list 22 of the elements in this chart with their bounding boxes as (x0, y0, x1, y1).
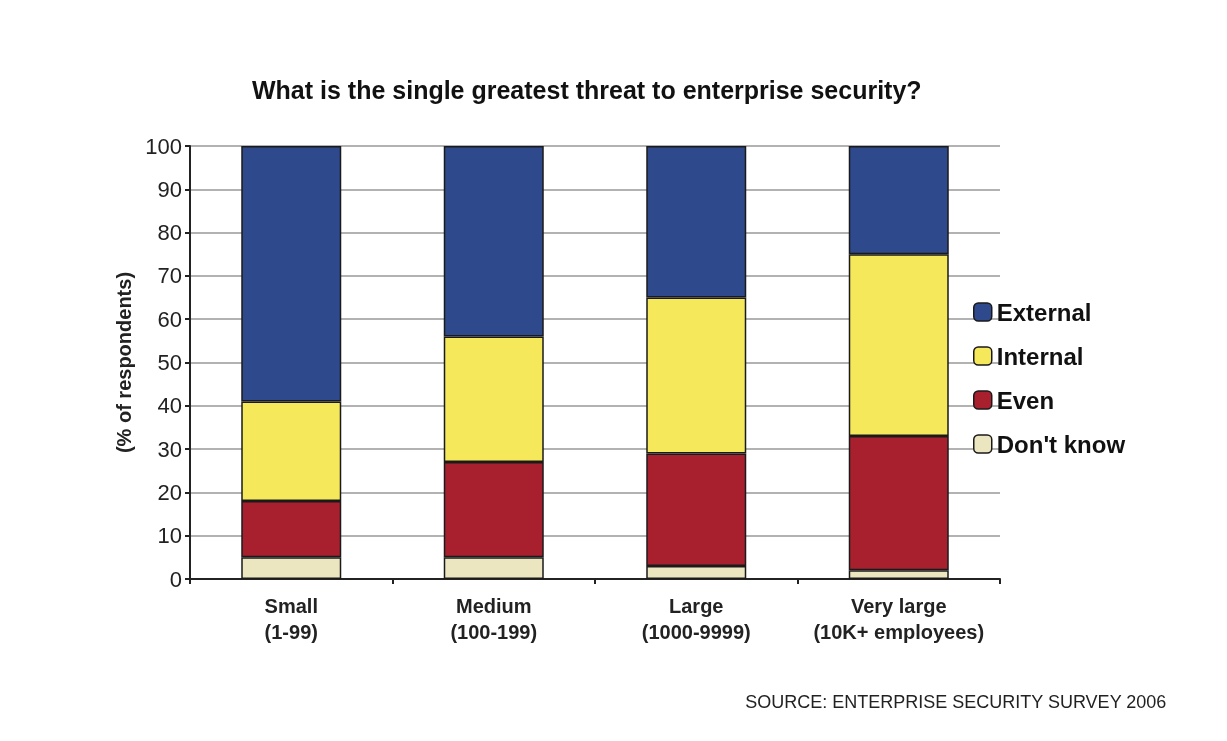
x-tick-label: Very large (10K+ employees) (813, 595, 985, 643)
legend-label: Even (996, 386, 1055, 414)
y-tick-label: 80 (157, 220, 182, 246)
legend-label: External (996, 298, 1092, 326)
x-tick-label: Large (1000-9999) (641, 595, 751, 643)
legend-label: Don't know (996, 430, 1126, 458)
y-tick-label: 40 (157, 393, 182, 419)
x-tick-label: Medium (100-199) (450, 595, 538, 643)
source-note: SOURCE: ENTERPRISE SECURITY SURVEY 2006 (745, 692, 1167, 712)
chart-title: What is the single greatest threat to enterprise security? (252, 75, 922, 104)
y-tick-label: 100 (145, 133, 182, 159)
y-tick-label: 0 (169, 566, 182, 592)
y-tick-label: 50 (157, 350, 182, 375)
y-tick-label: 20 (157, 479, 182, 505)
y-tick-label: 30 (157, 436, 182, 462)
y-axis-title: (% of respondents) (113, 271, 135, 454)
x-tick-label: Small (1-99) (264, 595, 318, 643)
y-tick-label: 70 (157, 263, 182, 289)
legend-label: Internal (996, 342, 1084, 370)
y-tick-label: 60 (157, 306, 182, 332)
y-tick-label: 10 (157, 523, 182, 549)
y-tick-label: 90 (157, 176, 182, 202)
